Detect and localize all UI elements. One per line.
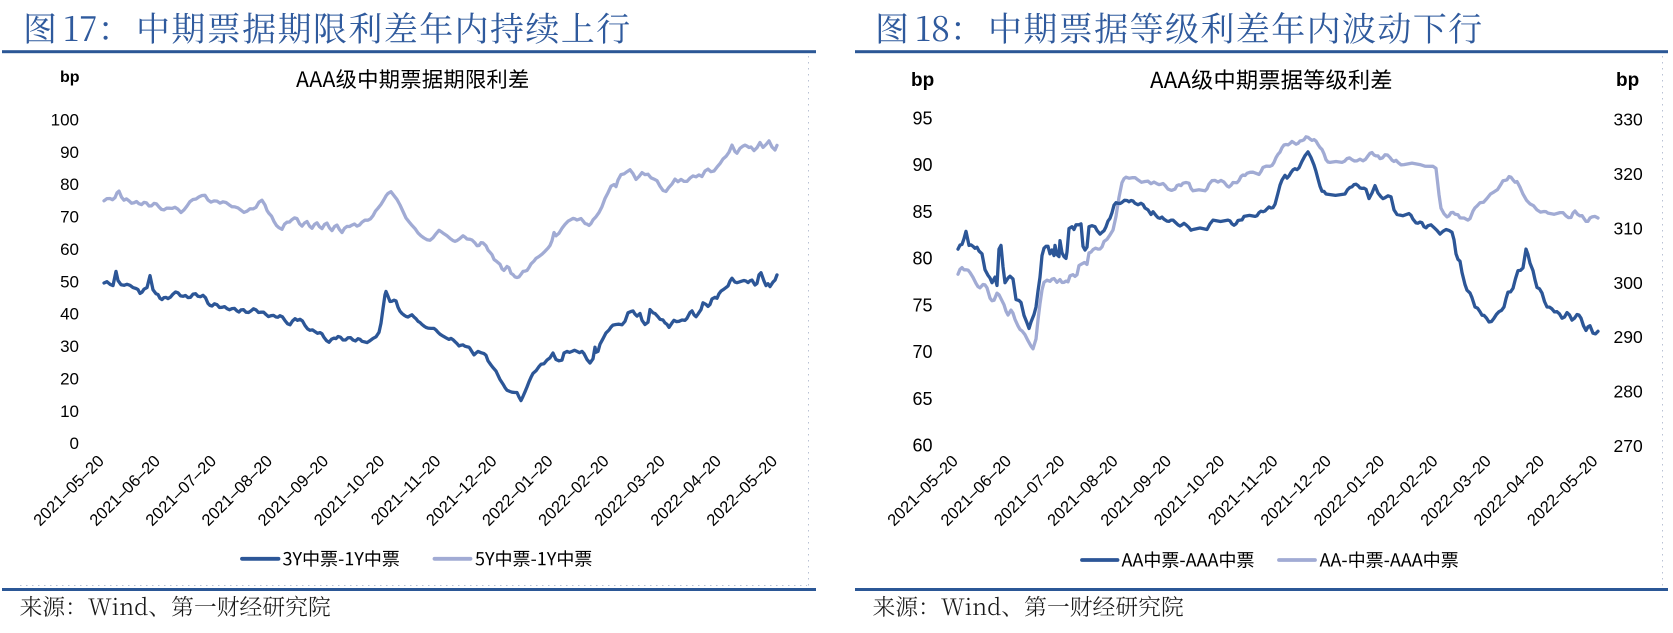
svg-text:20: 20 (60, 369, 79, 388)
svg-text:0: 0 (70, 434, 79, 453)
svg-text:300: 300 (1614, 273, 1643, 293)
svg-text:70: 70 (912, 342, 932, 362)
svg-text:280: 280 (1614, 382, 1643, 402)
svg-text:310: 310 (1614, 218, 1643, 238)
svg-text:75: 75 (912, 295, 932, 315)
svg-text:270: 270 (1614, 436, 1643, 456)
svg-text:50: 50 (60, 272, 79, 291)
svg-text:bp: bp (911, 70, 934, 91)
svg-text:290: 290 (1614, 327, 1643, 347)
svg-text:85: 85 (912, 202, 932, 222)
svg-text:40: 40 (60, 305, 79, 324)
svg-text:70: 70 (60, 208, 79, 227)
svg-text:320: 320 (1614, 164, 1643, 184)
svg-text:10: 10 (60, 402, 79, 421)
svg-text:80: 80 (60, 175, 79, 194)
svg-text:100: 100 (51, 110, 79, 129)
svg-text:95: 95 (912, 109, 932, 129)
svg-text:bp: bp (60, 69, 80, 86)
svg-text:60: 60 (60, 240, 79, 259)
svg-text:30: 30 (60, 337, 79, 356)
svg-text:60: 60 (912, 436, 932, 456)
svg-text:90: 90 (912, 155, 932, 175)
svg-text:330: 330 (1614, 110, 1643, 130)
svg-text:65: 65 (912, 389, 932, 409)
svg-text:80: 80 (912, 249, 932, 269)
svg-text:90: 90 (60, 143, 79, 162)
svg-text:bp: bp (1616, 70, 1639, 91)
